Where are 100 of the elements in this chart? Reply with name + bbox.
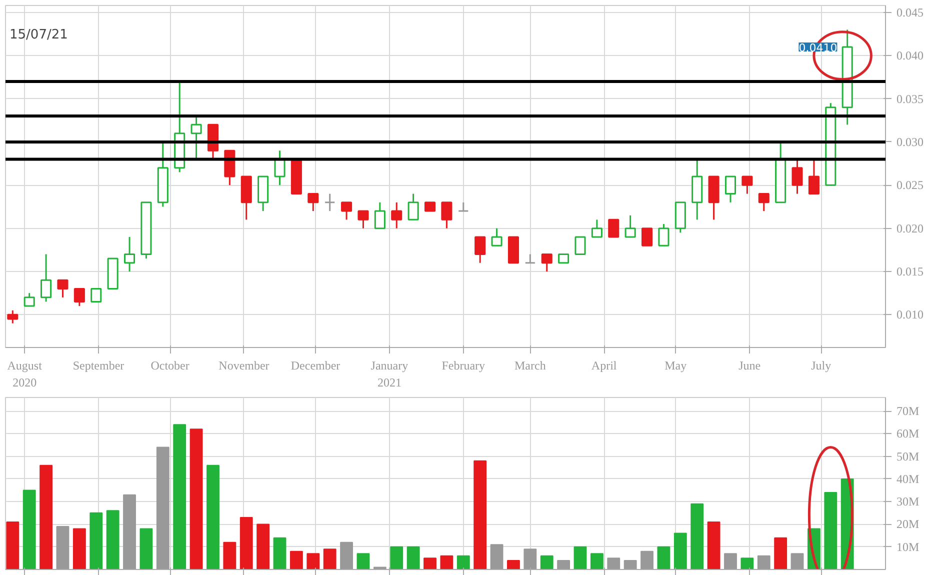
y-tick-label: 20M <box>896 517 920 532</box>
y-tick-label: 0.045 <box>896 5 924 20</box>
bar <box>474 460 487 570</box>
bar <box>306 553 320 570</box>
y-tick-label: 0.020 <box>896 221 924 236</box>
candlestick <box>591 218 602 238</box>
bar <box>624 560 637 570</box>
candlestick <box>642 228 653 246</box>
candlestick <box>358 210 369 230</box>
y-tick-label: 0.035 <box>896 92 924 106</box>
bar <box>273 537 286 570</box>
y-tick-label: 0.025 <box>896 178 924 192</box>
y-tick-label: 30M <box>896 494 920 509</box>
y-tick-label: 0.015 <box>896 264 924 278</box>
bar <box>256 524 270 570</box>
bar <box>790 553 804 570</box>
bar <box>757 555 770 570</box>
candlestick <box>7 310 18 324</box>
y-tick-label: 0.040 <box>896 48 924 63</box>
bar <box>824 492 838 570</box>
bar <box>507 560 520 570</box>
x-tick-label: January 2021 <box>370 358 408 390</box>
bar <box>156 446 170 570</box>
candlestick <box>441 202 452 230</box>
bar <box>574 546 587 570</box>
bar <box>240 516 253 570</box>
x-tick-label: September <box>72 358 124 372</box>
bar <box>223 542 236 570</box>
bar <box>323 548 336 570</box>
bar <box>607 558 620 570</box>
bar <box>22 490 36 570</box>
candlestick <box>90 288 102 302</box>
candlestick <box>474 236 486 264</box>
candlestick <box>40 253 52 302</box>
candlestick <box>574 236 586 255</box>
x-tick-label: March <box>514 358 546 372</box>
candlestick <box>124 236 136 272</box>
bar <box>356 553 370 570</box>
candlestick <box>658 223 670 246</box>
bar <box>90 512 103 570</box>
candlestick <box>324 193 336 212</box>
candlestick <box>524 253 536 264</box>
candlestick <box>408 193 419 220</box>
bar <box>424 558 436 570</box>
x-tick-label: April <box>591 358 618 372</box>
bar <box>390 546 404 570</box>
bar <box>406 546 420 570</box>
x-tick-label: August 2020 <box>7 358 43 390</box>
x-tick-label: June <box>738 358 761 372</box>
candlestick <box>74 288 85 307</box>
bar <box>690 503 704 570</box>
candlestick <box>758 193 770 212</box>
x-tick-label: December <box>290 358 340 372</box>
bar <box>740 558 754 570</box>
y-tick-label: 40M <box>896 472 920 486</box>
candlestick <box>391 202 402 230</box>
bar <box>173 424 186 570</box>
bar <box>774 537 788 570</box>
bar <box>56 526 70 570</box>
bar <box>524 548 537 570</box>
x-tick-label: July <box>811 358 832 372</box>
bar <box>440 555 454 570</box>
candlestick <box>341 202 352 220</box>
candlestick <box>491 228 502 246</box>
bar <box>6 521 20 570</box>
y-tick-label: 10M <box>896 540 920 554</box>
candlestick <box>724 176 736 204</box>
bar <box>106 510 120 570</box>
bar <box>140 528 153 570</box>
x-tick-label: November <box>218 358 270 372</box>
candlestick <box>274 150 286 186</box>
y-tick-label: 60M <box>896 426 920 441</box>
candlestick <box>608 218 620 238</box>
candlestick <box>541 253 552 272</box>
bar <box>456 555 470 570</box>
candlestick <box>308 193 319 212</box>
bar <box>674 532 687 570</box>
candlestick <box>742 176 753 195</box>
candlestick <box>458 202 469 212</box>
bar <box>540 555 554 570</box>
bar <box>707 521 720 570</box>
bar <box>724 553 737 570</box>
bar <box>657 546 670 570</box>
y-tick-label: 50M <box>896 449 920 464</box>
bar <box>490 544 504 570</box>
bar <box>640 550 654 570</box>
y-tick-label: 0.030 <box>896 134 924 149</box>
bar <box>190 428 203 570</box>
x-tick-label: February <box>442 358 486 372</box>
bar <box>290 550 303 570</box>
x-tick-label: May <box>664 358 687 372</box>
x-tick-label: October <box>150 358 190 372</box>
bar <box>123 494 136 570</box>
candlestick <box>57 279 68 298</box>
candlestick <box>624 214 636 238</box>
bar <box>40 464 53 570</box>
bar <box>557 560 570 570</box>
bar <box>373 566 386 570</box>
candlestick <box>190 115 202 160</box>
candlestick <box>808 158 820 195</box>
